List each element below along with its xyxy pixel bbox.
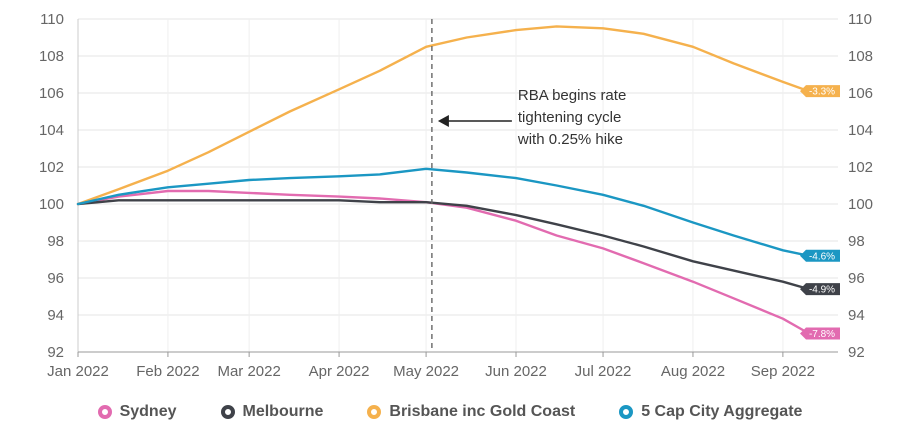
x-tick-label: May 2022 [393,363,459,380]
legend-marker-icon [619,405,634,419]
legend-marker-icon [97,405,112,419]
y-tick-label-right: 108 [848,48,873,65]
y-tick-label-left: 102 [39,159,64,176]
series-line-brisbane-inc-gold-coast [76,25,811,206]
y-tick-label-left: 98 [47,233,64,250]
y-tick-label-left: 106 [39,85,64,102]
annotation: RBA begins rate tightening cycle with 0.25… [431,19,626,352]
end-label-value: -4.9% [809,285,835,296]
annotation-arrow-icon [437,115,449,127]
series-line-melbourne [76,199,811,291]
end-label-value: -3.3% [809,87,835,98]
y-tick-label-right: 98 [848,233,865,250]
legend-label: Brisbane inc Gold Coast [389,403,576,420]
x-tick-label: Mar 2022 [217,363,280,380]
axes: 92 92 94 94 96 96 98 98 100 100 102 102 104 104 106 106… [39,11,873,380]
y-tick-label-left: 108 [39,48,64,65]
y-tick-label-left: 100 [39,196,64,213]
legend-marker-icon [367,405,382,419]
legend-item: Sydney [97,403,177,421]
annotation-text: with 0.25% hike [517,131,623,148]
legend-marker-icon [220,405,235,419]
end-label-value: -4.6% [809,251,835,262]
y-tick-label-right: 100 [848,196,873,213]
x-tick-label: Jan 2022 [47,363,109,380]
y-tick-label-left: 104 [39,122,64,139]
annotation-text: RBA begins rate [518,87,626,104]
x-tick-label: Aug 2022 [661,363,725,380]
y-tick-label-left: 92 [47,344,64,361]
end-label-tag [800,249,840,262]
end-label-value: -7.8% [809,329,835,340]
y-tick-label-right: 96 [848,270,865,287]
end-label-tag [800,85,840,98]
x-tick-label: Apr 2022 [309,363,370,380]
y-tick-label-right: 102 [848,159,873,176]
end-labels: -7.8% -4.9% -3.3% -4.6% [800,85,840,340]
y-tick-label-right: 94 [848,307,865,324]
y-tick-label-left: 94 [47,307,64,324]
x-tick-label: Jul 2022 [575,363,632,380]
legend-label: Melbourne [242,403,324,420]
series-lines [76,25,811,335]
legend: Sydney Melbourne Brisbane inc Gold Coast 5 … [0,398,900,426]
y-tick-label-right: 92 [848,344,865,361]
legend-label: 5 Cap City Aggregate [641,403,803,420]
y-tick-label-right: 106 [848,85,873,102]
annotation-text: tightening cycle [518,109,621,126]
y-tick-label-left: 96 [47,270,64,287]
legend-item: Brisbane inc Gold Coast [367,403,575,421]
x-tick-label: Feb 2022 [136,363,199,380]
x-tick-label: Sep 2022 [751,363,815,380]
end-label-tag [800,283,840,296]
y-tick-label-left: 110 [40,11,64,28]
y-tick-label-right: 110 [848,11,872,28]
legend-label: Sydney [119,403,177,420]
series-line-5-cap-city-aggregate [76,167,811,257]
legend-item: 5 Cap City Aggregate [619,403,802,421]
y-tick-label-right: 104 [848,122,873,139]
legend-item: Melbourne [220,403,324,421]
x-tick-label: Jun 2022 [485,363,547,380]
end-label-tag [800,327,840,340]
